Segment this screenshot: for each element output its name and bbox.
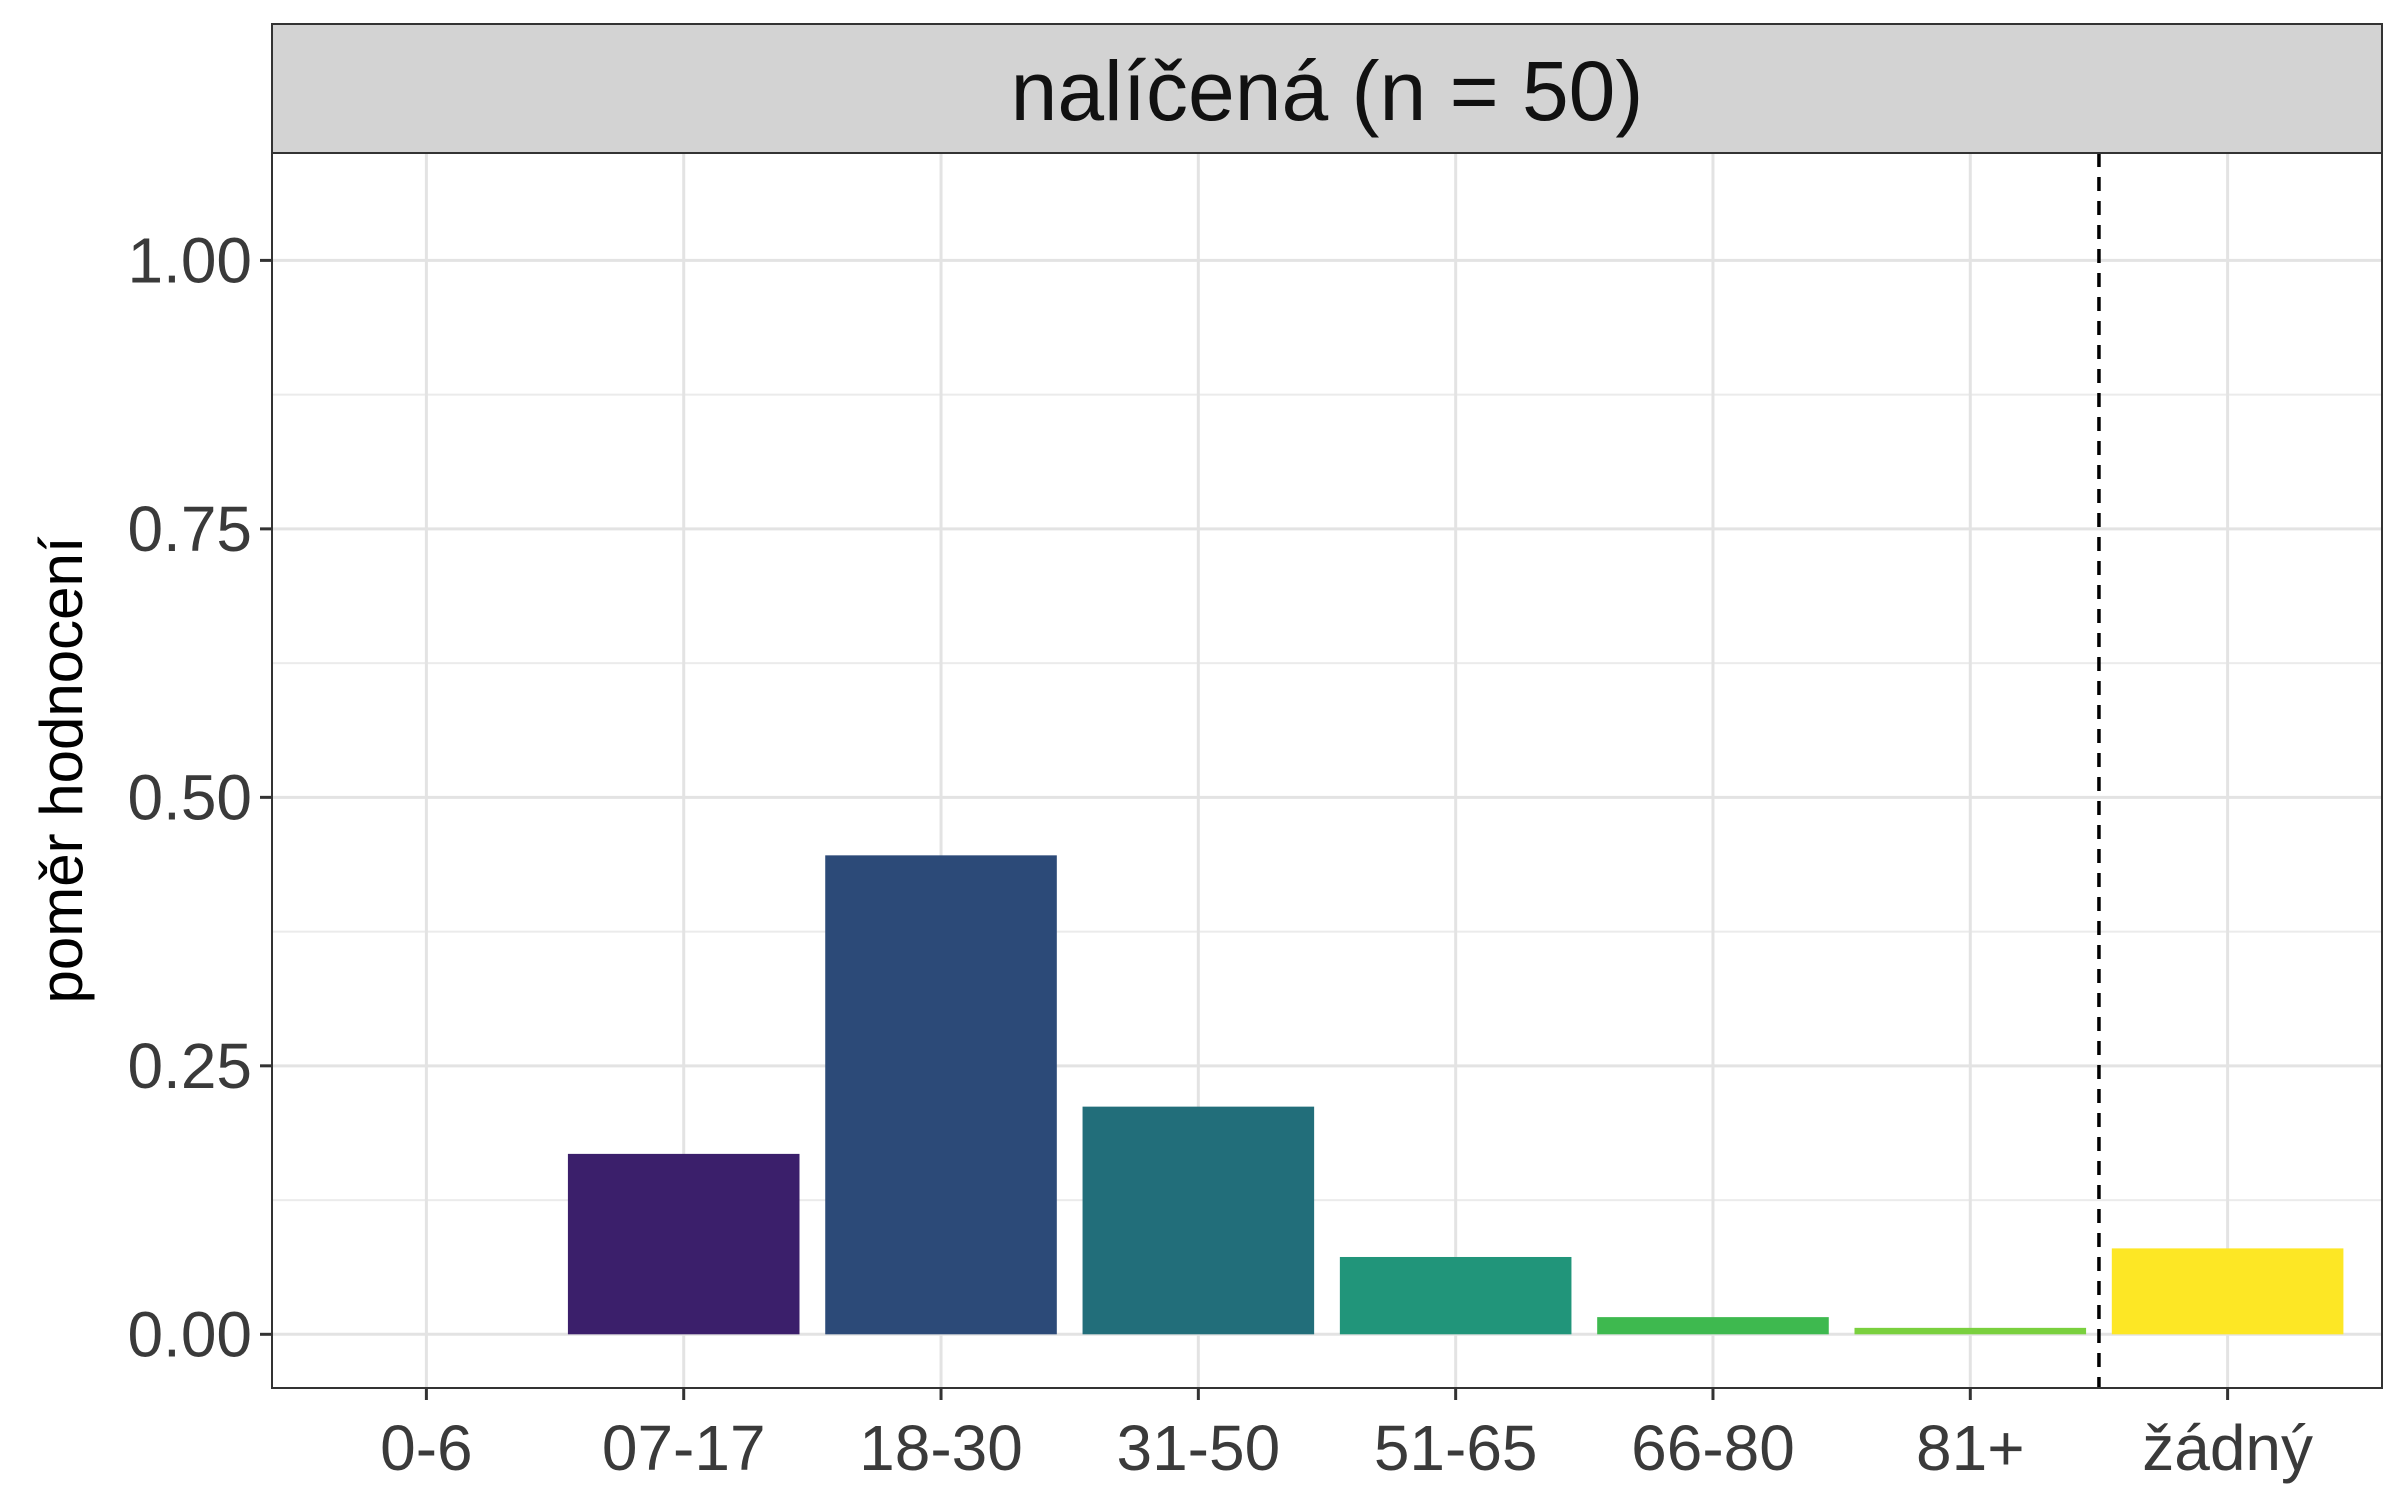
x-tick-label: 18-30: [859, 1412, 1023, 1484]
x-tick-label: 07-17: [602, 1412, 766, 1484]
y-tick-label: 1.00: [127, 224, 252, 296]
y-tick-label: 0.25: [127, 1030, 252, 1102]
bar-31-50: [1082, 1106, 1315, 1335]
facet-strip-title: nalíčená (n = 50): [1011, 44, 1644, 138]
bars: [567, 855, 2344, 1335]
x-tick-label: 51-65: [1374, 1412, 1538, 1484]
x-tick-label: 31-50: [1116, 1412, 1280, 1484]
y-axis-title: poměr hodnocení: [28, 536, 95, 1003]
bar-07-17: [567, 1153, 800, 1335]
x-tick-label: 0-6: [380, 1412, 473, 1484]
facet-strip: [271, 23, 2383, 154]
y-tick-label: 0.50: [127, 761, 252, 833]
x-tick-label: 81+: [1916, 1412, 2025, 1484]
bar-žádný: [2111, 1248, 2344, 1335]
x-tick-label: žádný: [2142, 1412, 2313, 1484]
x-tick-label: 66-80: [1631, 1412, 1795, 1484]
y-tick-label: 0.00: [127, 1298, 252, 1370]
y-axis: 0.00 0.25 0.50 0.75 1.00: [127, 224, 272, 1370]
bar-81+: [1854, 1327, 2087, 1335]
bar-66-80: [1597, 1317, 1829, 1335]
bar-51-65: [1339, 1256, 1572, 1335]
x-axis: 0-6 07-17 18-30 31-50 51-65 66-80 81+ žádný: [380, 1388, 2313, 1484]
y-tick-label: 0.75: [127, 493, 252, 565]
bar-18-30: [825, 855, 1057, 1335]
